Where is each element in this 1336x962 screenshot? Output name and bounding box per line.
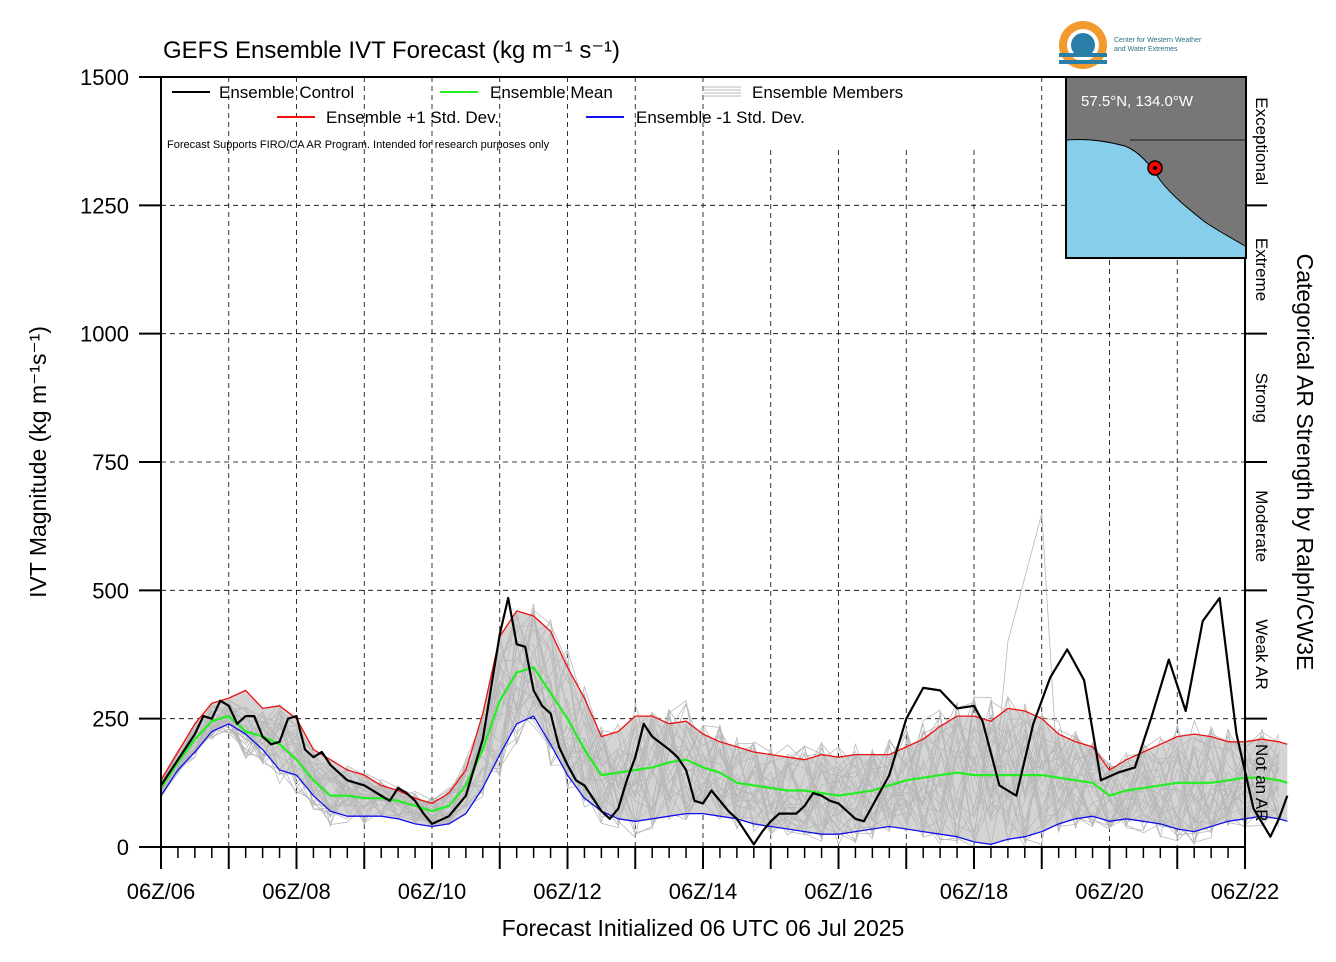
category-label: Exceptional <box>1252 97 1271 185</box>
legend-members-swatch <box>703 86 741 97</box>
inset-coastline <box>1066 139 1246 247</box>
x-tick-label: 06Z/22 <box>1211 879 1280 904</box>
chart-title: GEFS Ensemble IVT Forecast (kg m⁻¹ s⁻¹) <box>163 37 620 64</box>
x-tick-label: 06Z/08 <box>262 879 331 904</box>
logo-text-line2: and Water Extremes <box>1114 46 1178 53</box>
x-tick-label: 06Z/18 <box>940 879 1009 904</box>
category-label: Moderate <box>1252 490 1271 562</box>
ensemble-member-line <box>160 656 1279 840</box>
ensemble-member-line <box>160 641 1280 843</box>
y-tick-label: 750 <box>92 450 129 475</box>
category-labels: Not an AR Weak AR Moderate Strong Extreme Exc… <box>1252 97 1271 821</box>
location-inset-map: 57.5°N, 134.0°W <box>1065 76 1247 259</box>
y-tick-label: 0 <box>117 835 129 860</box>
ensemble-member-line <box>160 603 1280 846</box>
x-tick-label: 06Z/16 <box>804 879 873 904</box>
ensemble-member-line <box>160 618 1280 832</box>
ensemble-member-line <box>160 640 1280 836</box>
legend-members-label: Ensemble Members <box>752 83 903 102</box>
legend: Ensemble Control Ensemble Mean Ensemble … <box>167 83 903 151</box>
y-tick-label: 1000 <box>80 322 129 347</box>
ensemble-member-line <box>160 623 1280 843</box>
legend-mean-label: Ensemble Mean <box>490 83 613 102</box>
x-tick-label: 06Z/06 <box>127 879 196 904</box>
plus-std-dev-line <box>160 610 1288 805</box>
category-label: Strong <box>1252 373 1271 423</box>
location-label: 57.5°N, 134.0°W <box>1081 93 1194 110</box>
inset-ocean <box>1067 139 1245 257</box>
x-axis-title: Forecast Initialized 06 UTC 06 Jul 2025 <box>502 915 905 941</box>
ensemble-member-line <box>160 688 1279 835</box>
series-lines <box>160 596 1289 846</box>
x-tick-label: 06Z/12 <box>533 879 602 904</box>
legend-plus-label: Ensemble +1 Std. Dev. <box>326 108 499 127</box>
x-tick-label: 06Z/10 <box>398 879 467 904</box>
legend-control-label: Ensemble Control <box>219 83 354 102</box>
ensemble-member-line <box>160 628 1280 834</box>
y-axis-title: IVT Magnitude (kg m⁻¹s⁻¹) <box>25 326 51 598</box>
category-label: Weak AR <box>1252 619 1271 690</box>
tick-labels: 06Z/06 06Z/08 06Z/10 06Z/12 06Z/14 06Z/16 06Z/… <box>80 65 1279 904</box>
legend-minus-label: Ensemble -1 Std. Dev. <box>636 108 805 127</box>
ensemble-member-line <box>160 668 1280 841</box>
ensemble-member-line <box>160 632 1280 840</box>
ensemble-member-line <box>160 650 1280 846</box>
logo-text-line1: Center for Western Weather <box>1114 37 1202 44</box>
cw3e-logo: Center for Western Weather and Water Ext… <box>1059 21 1202 69</box>
category-label: Not an AR <box>1252 744 1271 822</box>
minus-std-dev-line <box>160 715 1288 846</box>
y-tick-label: 1500 <box>80 65 129 90</box>
categorical-axis-title: Categorical AR Strength by Ralph/CW3E <box>1292 254 1318 671</box>
x-tick-label: 06Z/14 <box>669 879 738 904</box>
y-tick-label: 1250 <box>80 193 129 218</box>
category-label: Extreme <box>1252 238 1271 301</box>
ensemble-mean-line <box>160 666 1288 813</box>
y-tick-label: 500 <box>92 578 129 603</box>
y-tick-label: 250 <box>92 707 129 732</box>
ensemble-control-line <box>160 596 1289 846</box>
research-note: Forecast Supports FIRO/CA AR Program. In… <box>167 139 550 151</box>
x-tick-label: 06Z/20 <box>1075 879 1144 904</box>
